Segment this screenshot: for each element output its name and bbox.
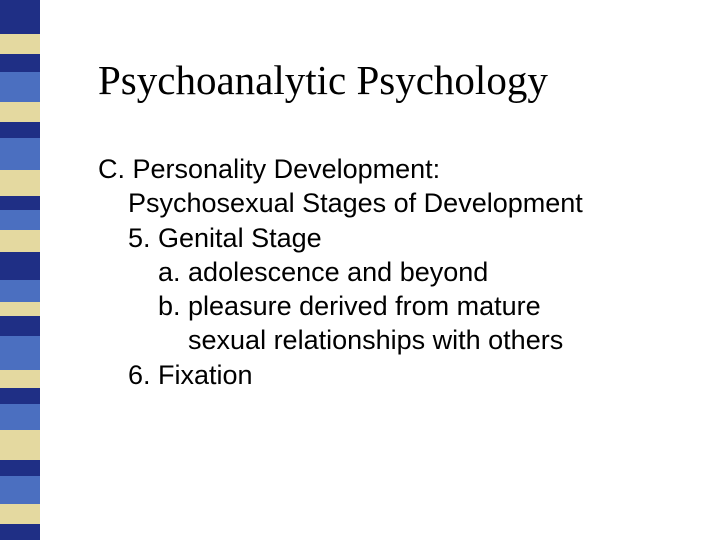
sidebar-block bbox=[0, 170, 40, 196]
sidebar-block bbox=[0, 302, 40, 316]
sidebar-block bbox=[0, 54, 40, 72]
body-line: sexual relationships with others bbox=[98, 323, 690, 357]
sidebar-block bbox=[0, 196, 40, 210]
sidebar-block bbox=[0, 524, 40, 540]
decorative-sidebar bbox=[0, 0, 40, 540]
sidebar-block bbox=[0, 388, 40, 404]
sidebar-block bbox=[0, 370, 40, 388]
slide-title: Psychoanalytic Psychology bbox=[98, 56, 690, 104]
sidebar-block bbox=[0, 230, 40, 252]
slide-content: Psychoanalytic Psychology C. Personality… bbox=[98, 56, 690, 392]
sidebar-block bbox=[0, 252, 40, 280]
body-line: a. adolescence and beyond bbox=[98, 255, 690, 289]
sidebar-block bbox=[0, 460, 40, 476]
sidebar-block bbox=[0, 504, 40, 524]
sidebar-block bbox=[0, 0, 40, 34]
sidebar-block bbox=[0, 404, 40, 430]
sidebar-block bbox=[0, 476, 40, 504]
body-line: C. Personality Development: bbox=[98, 152, 690, 186]
body-line: b. pleasure derived from mature bbox=[98, 289, 690, 323]
sidebar-block bbox=[0, 430, 40, 460]
sidebar-block bbox=[0, 316, 40, 336]
slide-body: C. Personality Development: Psychosexual… bbox=[98, 152, 690, 392]
sidebar-block bbox=[0, 138, 40, 170]
sidebar-block bbox=[0, 280, 40, 302]
body-line: 6. Fixation bbox=[98, 358, 690, 392]
sidebar-block bbox=[0, 34, 40, 54]
body-line: 5. Genital Stage bbox=[98, 221, 690, 255]
sidebar-block bbox=[0, 102, 40, 122]
sidebar-block bbox=[0, 122, 40, 138]
sidebar-block bbox=[0, 72, 40, 102]
body-line: Psychosexual Stages of Development bbox=[98, 186, 690, 220]
sidebar-block bbox=[0, 336, 40, 370]
sidebar-block bbox=[0, 210, 40, 230]
